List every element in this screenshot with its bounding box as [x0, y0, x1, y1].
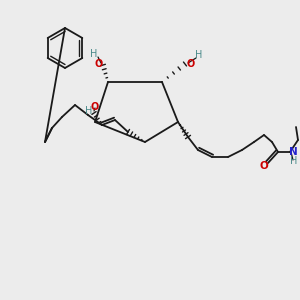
Text: H: H	[85, 106, 93, 116]
Text: O: O	[187, 59, 195, 69]
Text: H: H	[195, 50, 203, 60]
Text: O: O	[260, 161, 268, 171]
Text: O: O	[95, 59, 103, 69]
Text: H: H	[90, 49, 98, 59]
Text: O: O	[91, 102, 99, 112]
Text: H: H	[290, 156, 298, 166]
Text: N: N	[289, 147, 297, 157]
